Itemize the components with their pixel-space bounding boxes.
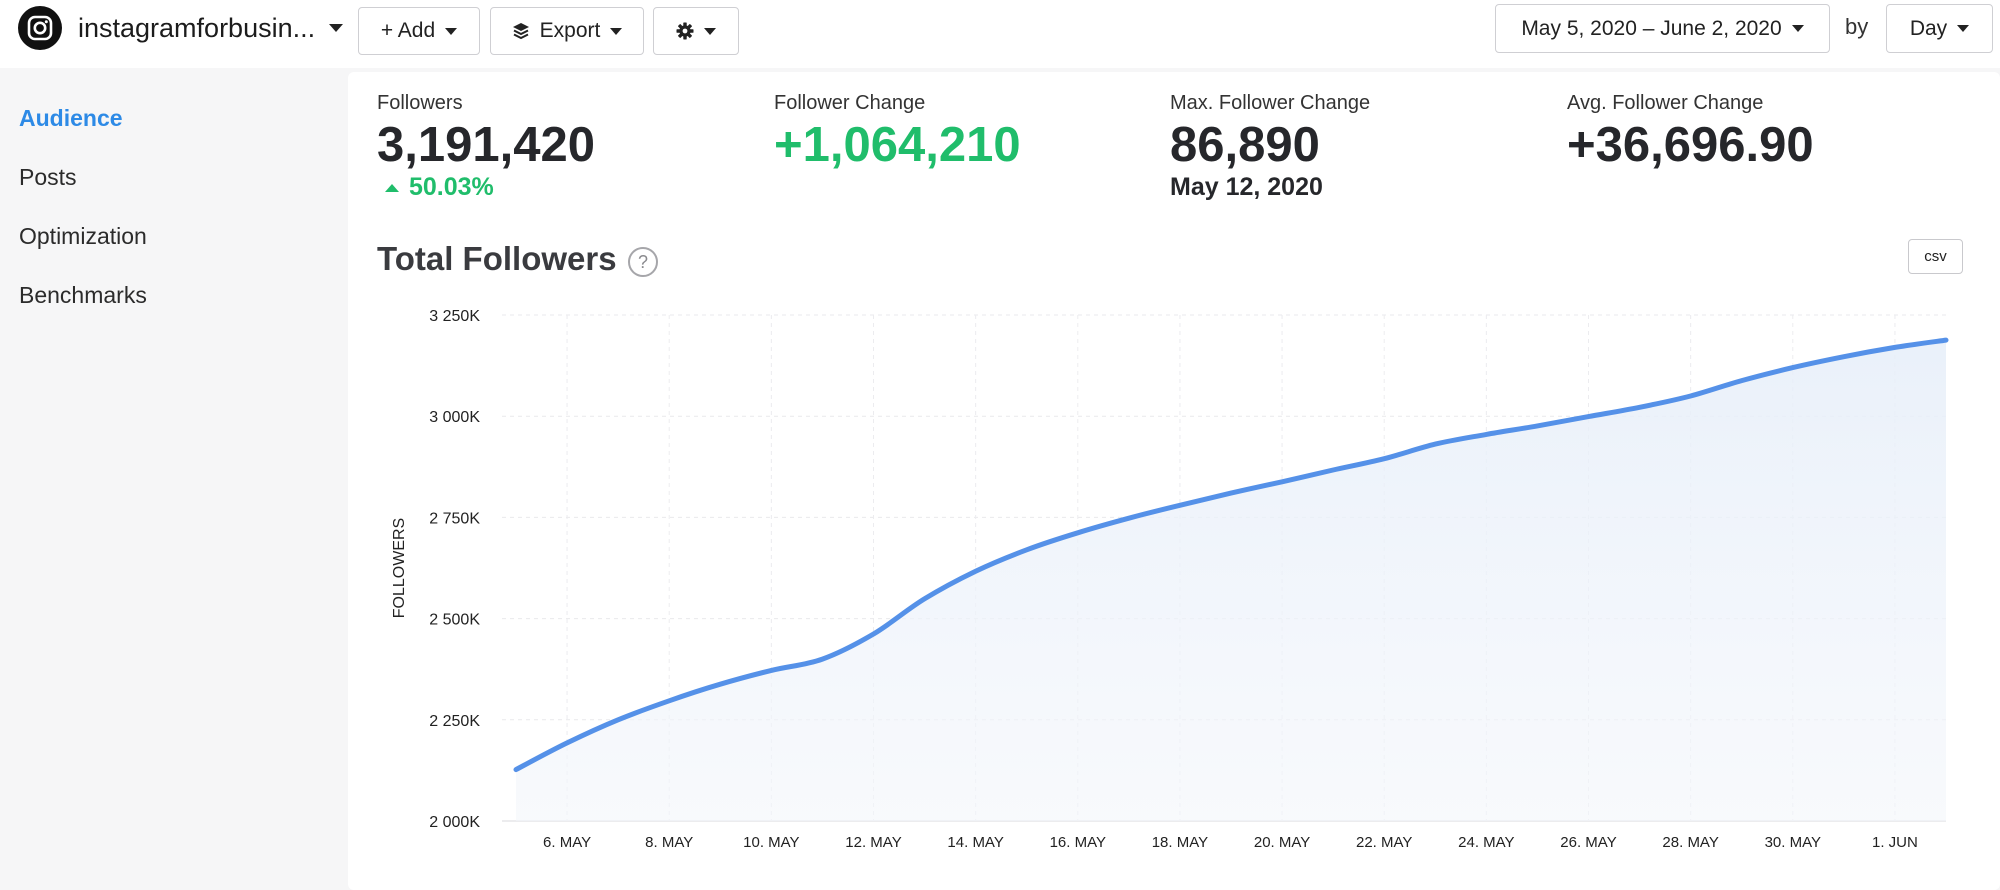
x-tick-label: 18. MAY (1152, 834, 1208, 851)
main-panel: Followers 3,191,420 50.03% Follower Chan… (348, 72, 2000, 890)
y-tick-label: 2 000K (429, 814, 480, 831)
y-tick-label: 3 000K (429, 409, 480, 426)
granularity-label: Day (1909, 16, 1948, 40)
account-name: instagramforbusin... (78, 12, 316, 43)
sidebar-item-audience[interactable]: Audience (19, 105, 123, 131)
export-button[interactable]: Export (490, 7, 644, 55)
chevron-down-icon (445, 27, 458, 35)
y-tick-label: 2 250K (429, 713, 480, 730)
x-tick-label: 22. MAY (1356, 834, 1412, 851)
add-button[interactable]: + Add (358, 7, 480, 55)
chevron-down-icon (610, 27, 623, 35)
y-tick-label: 2 750K (429, 510, 480, 527)
x-tick-label: 10. MAY (743, 834, 799, 851)
arrow-up-icon (385, 183, 399, 192)
y-tick-label: 2 500K (429, 612, 480, 629)
x-tick-label: 16. MAY (1050, 834, 1106, 851)
chevron-down-icon (329, 24, 344, 32)
stat-change: 50.03% (377, 173, 595, 202)
help-icon[interactable]: ? (628, 247, 658, 277)
date-range-picker[interactable]: May 5, 2020 – June 2, 2020 (1495, 4, 1830, 53)
granularity-select[interactable]: Day (1886, 4, 1993, 53)
chevron-down-icon (1957, 25, 1970, 32)
followers-line (513, 337, 1949, 773)
instagram-logo-icon (18, 6, 62, 50)
x-tick-label: 14. MAY (947, 834, 1003, 851)
y-tick-label: 3 250K (429, 308, 480, 325)
add-label: + Add (380, 19, 436, 42)
x-tick-label: 24. MAY (1458, 834, 1514, 851)
x-tick-label: 20. MAY (1254, 834, 1310, 851)
x-tick-label: 8. MAY (645, 834, 693, 851)
sidebar-item-benchmarks[interactable]: Benchmarks (19, 282, 147, 308)
settings-button[interactable] (653, 7, 739, 55)
account-selector[interactable]: instagramforbusin... (18, 6, 344, 50)
stat-label: Follower Change (774, 92, 926, 114)
stat-label: Max. Follower Change (1170, 92, 1371, 114)
y-axis-label: FOLLOWERS (391, 518, 408, 618)
stat-value: +36,696.90 (1567, 118, 1814, 172)
stat-label: Followers (377, 92, 463, 114)
x-tick-label: 6. MAY (543, 834, 591, 851)
sidebar: Audience Posts Optimization Benchmarks (0, 68, 348, 890)
csv-export-button[interactable]: csv (1908, 239, 1963, 274)
chevron-down-icon (1791, 25, 1804, 32)
stat-max-follower-change: Max. Follower Change 86,890 May 12, 2020 (1170, 92, 1370, 202)
x-tick-label: 28. MAY (1662, 834, 1718, 851)
export-label: Export (539, 19, 601, 42)
x-tick-label: 12. MAY (845, 834, 901, 851)
stat-label: Avg. Follower Change (1567, 92, 1764, 114)
stat-followers: Followers 3,191,420 50.03% (377, 92, 595, 202)
stat-change-value: 50.03% (409, 173, 494, 201)
stat-follower-change: Follower Change +1,064,210 (774, 92, 1021, 173)
followers-area (516, 340, 1946, 821)
layers-icon (512, 23, 529, 40)
x-tick-label: 1. JUN (1872, 834, 1918, 851)
stat-value: +1,064,210 (774, 118, 1021, 172)
stat-avg-follower-change: Avg. Follower Change +36,696.90 (1567, 92, 1814, 173)
sidebar-item-posts[interactable]: Posts (19, 164, 77, 190)
gear-icon (676, 22, 694, 40)
x-tick-label: 30. MAY (1765, 834, 1821, 851)
section-title: Total Followers (377, 240, 617, 277)
chevron-down-icon (704, 27, 716, 35)
by-label: by (1845, 14, 1869, 39)
sidebar-item-optimization[interactable]: Optimization (19, 223, 147, 249)
stat-value: 3,191,420 (377, 118, 595, 172)
total-followers-chart: 2 000K 2 250K 2 500K 2 750K 3 000K 3 250K 6. M… (391, 308, 1949, 851)
stat-date: May 12, 2020 (1170, 173, 1323, 201)
x-tick-label: 26. MAY (1560, 834, 1616, 851)
date-range-label: May 5, 2020 – June 2, 2020 (1521, 16, 1782, 40)
stat-value: 86,890 (1170, 118, 1320, 172)
top-bar: instagramforbusin... + Add Export (0, 0, 2000, 68)
